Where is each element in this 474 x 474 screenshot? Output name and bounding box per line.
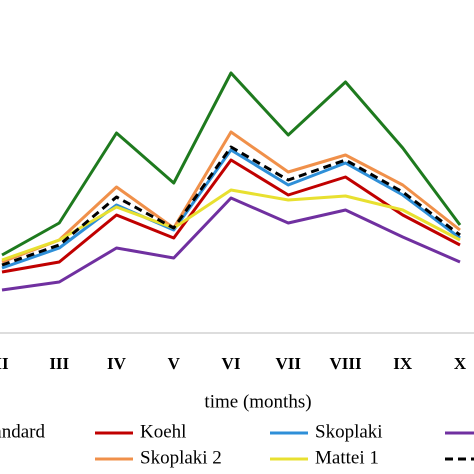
- x-tick-label: VIII: [329, 354, 362, 373]
- legend-label: Mattei 1: [315, 447, 379, 468]
- x-tick-label: IV: [107, 354, 127, 373]
- x-tick-label: VI: [222, 354, 241, 373]
- x-tick-label: X: [454, 354, 467, 373]
- legend-label: Skoplaki 2: [140, 447, 222, 468]
- series-line: [1, 188, 461, 262]
- series-line: [1, 148, 461, 270]
- x-tick-label: V: [168, 354, 181, 373]
- x-tick-label: II: [0, 354, 9, 373]
- x-tick-label: VII: [275, 354, 301, 373]
- series-line: [1, 196, 461, 292]
- legend-label: Koehl: [140, 421, 186, 442]
- x-axis-label: time (months): [204, 391, 311, 412]
- series-line: [1, 71, 462, 257]
- series-line: [1, 130, 461, 264]
- x-tick-label: III: [49, 354, 69, 373]
- x-tick-label: IX: [393, 354, 413, 373]
- legend-label: Standard: [0, 421, 45, 442]
- series-line: [1, 145, 461, 267]
- series-line: [1, 158, 461, 274]
- legend-label: Skoplaki: [315, 421, 383, 442]
